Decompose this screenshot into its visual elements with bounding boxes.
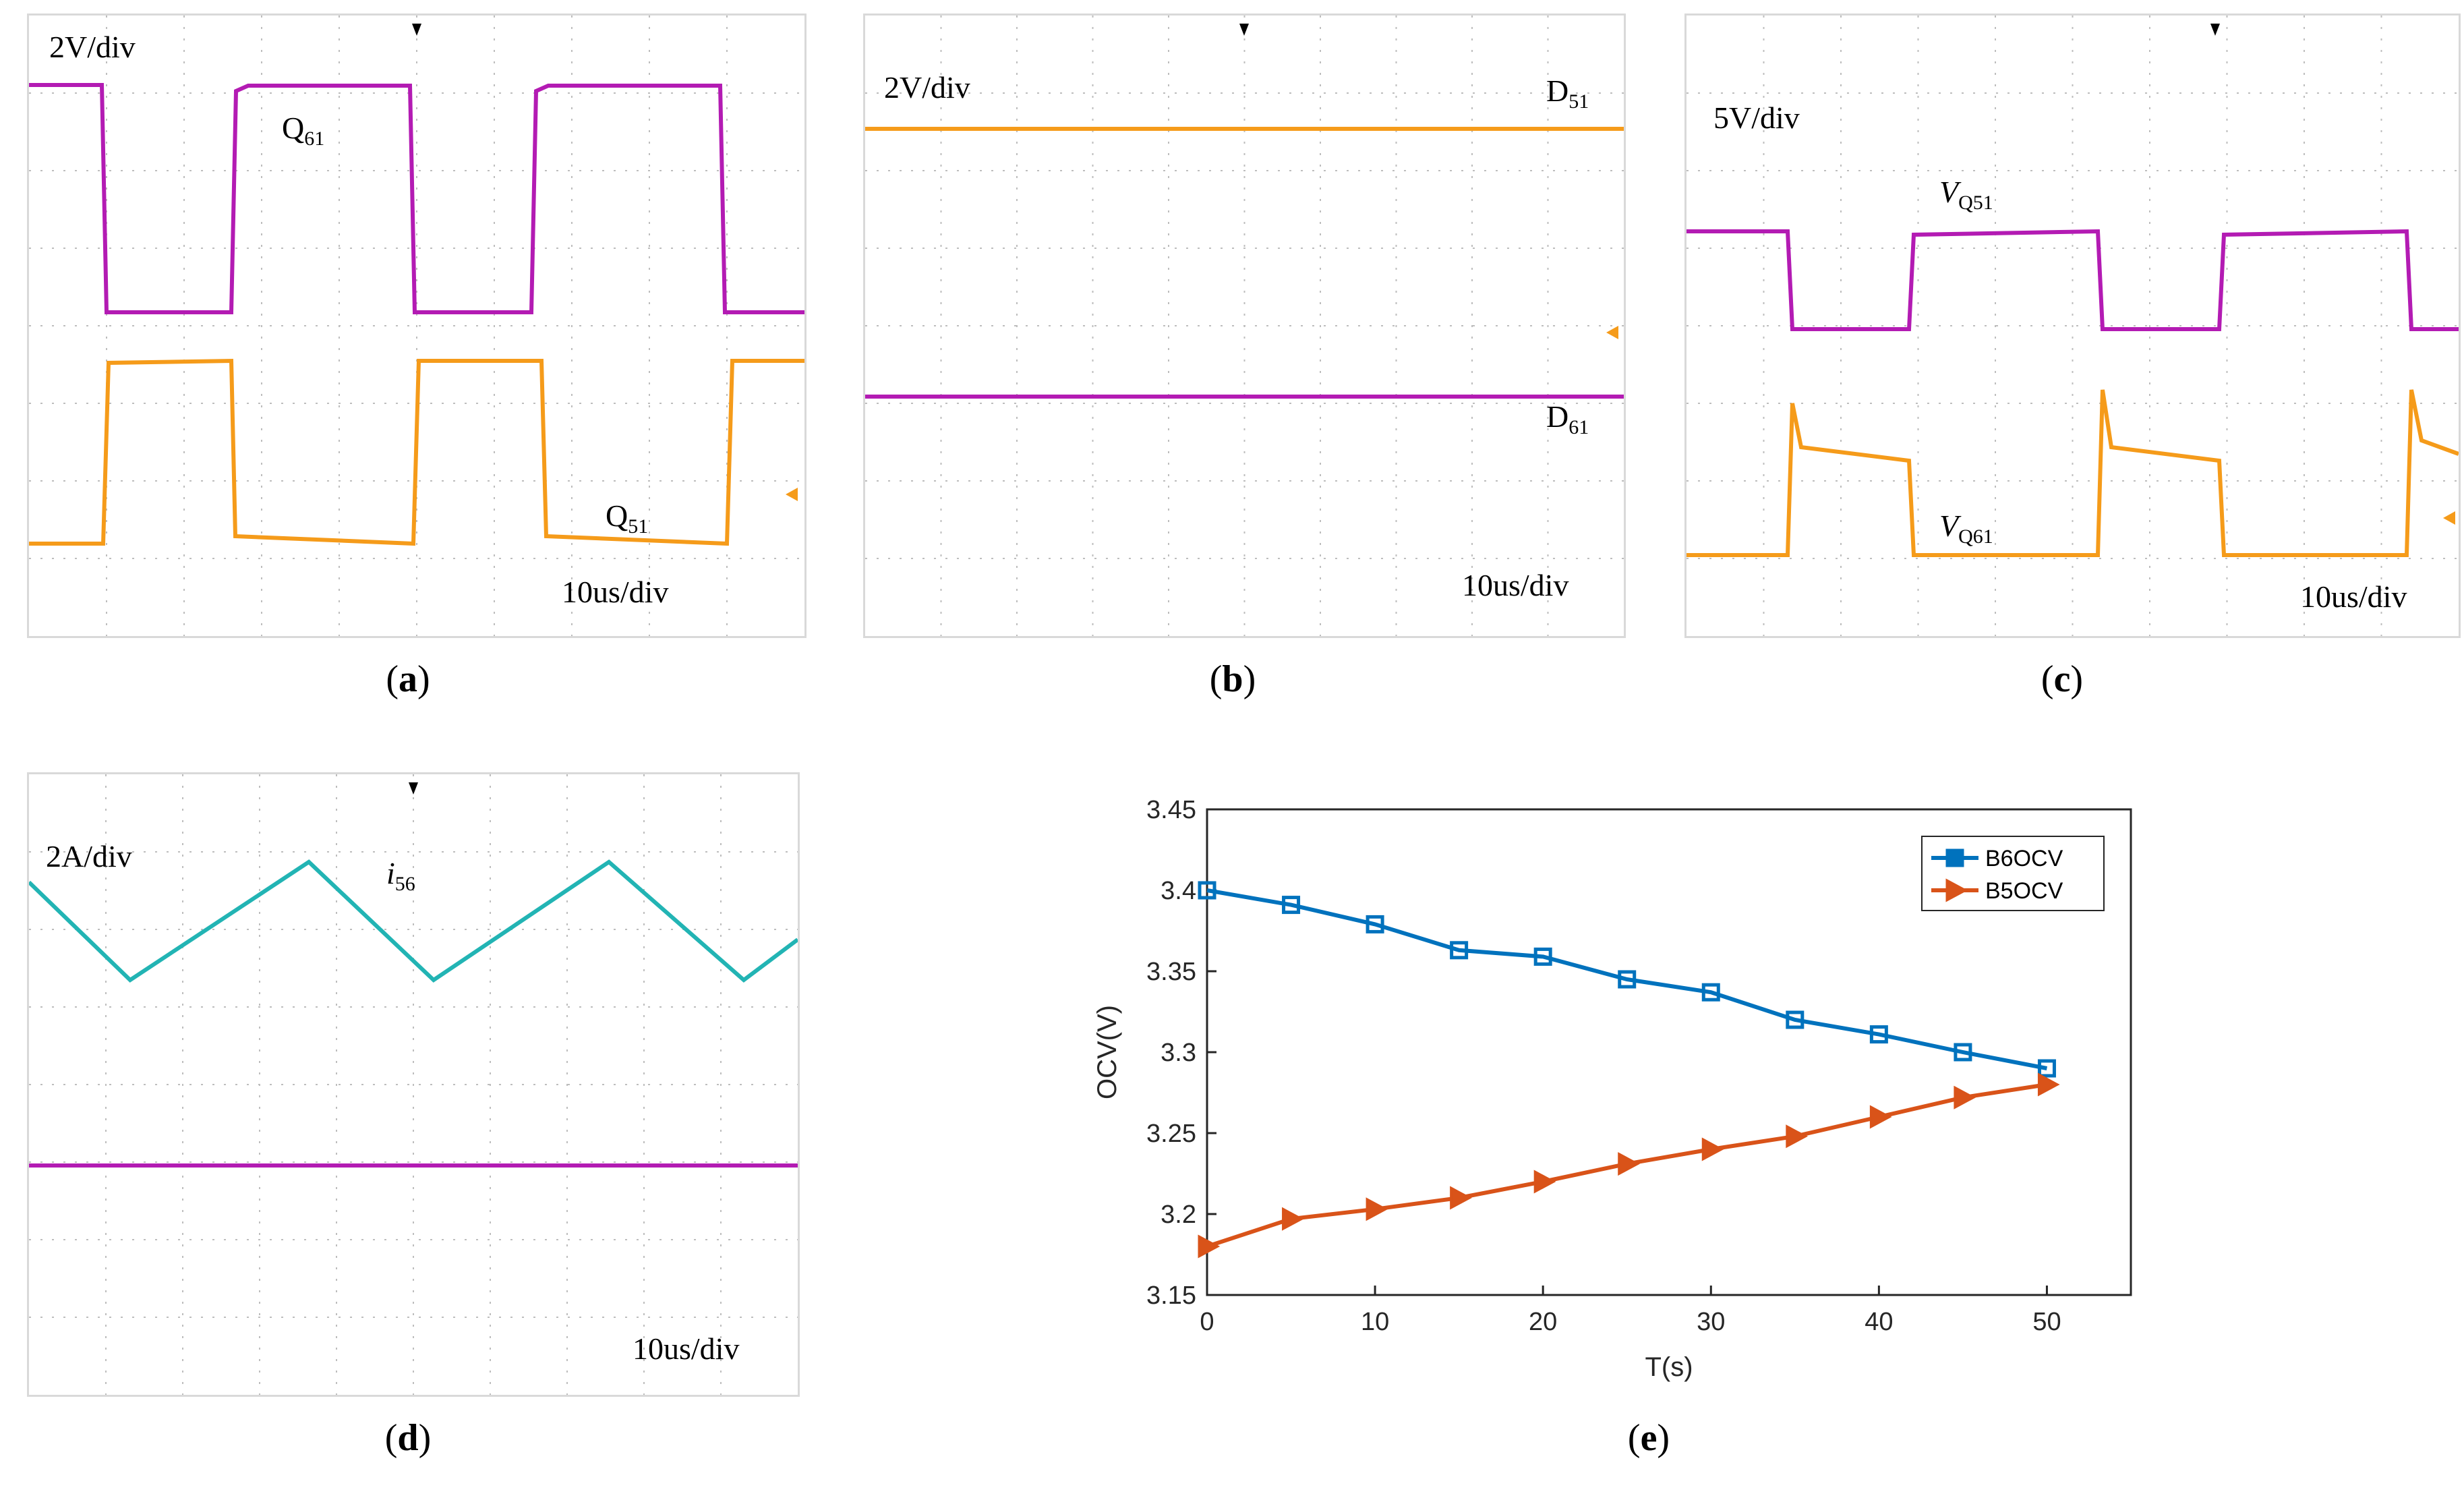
data-point-b5ocv	[1198, 1234, 1221, 1259]
data-point-b6ocv	[1786, 1010, 1805, 1029]
data-point-b5ocv	[1954, 1085, 1976, 1110]
y-tick-label: 3.25	[1146, 1120, 1196, 1148]
data-point-b6ocv	[1701, 983, 1720, 1002]
caption-c: (c)	[2041, 658, 2084, 700]
data-point-b6ocv	[1869, 1025, 1888, 1044]
marker-level-a	[786, 488, 798, 501]
x-tick-label: 20	[1529, 1308, 1557, 1336]
scope-panel-a: 2V/div 10us/div Q61 Q51	[27, 13, 806, 638]
marker-trigger-d	[409, 782, 418, 795]
scope-panel-d: 2A/div 10us/div i56	[27, 772, 800, 1397]
legend-label-b6ocv: B6OCV	[1985, 846, 2063, 871]
trace-label-vq51: VQ51	[1939, 175, 1993, 214]
marker-trigger-b	[1239, 24, 1249, 36]
caption-b: (b)	[1209, 658, 1256, 700]
trace-label-d61: D61	[1546, 399, 1589, 439]
trace-label-q61: Q61	[282, 111, 325, 150]
legend-marker-b5ocv	[1945, 878, 1968, 902]
time-scale-c: 10us/div	[2300, 579, 2407, 614]
amp-scale-d: 2A/div	[46, 839, 132, 873]
ocv-line-chart: 0 10 20 30 40 50 3.15 3.2 3.25 3.3 3.35 3.4 3.45 T(s)…	[1092, 796, 2132, 1382]
volt-scale-c: 5V/div	[1713, 100, 1800, 135]
y-tick-label: 3.45	[1146, 796, 1196, 824]
caption-d: (d)	[384, 1417, 432, 1459]
trace-label-d51: D51	[1546, 74, 1589, 113]
caption-a: (a)	[386, 658, 430, 700]
y-tick-label: 3.2	[1161, 1201, 1196, 1229]
data-point-b6ocv	[1954, 1043, 1972, 1062]
series-line-b6ocv	[1206, 888, 2048, 1070]
data-point-b5ocv	[1282, 1207, 1304, 1231]
y-tick-label: 3.4	[1161, 877, 1196, 905]
x-tick-label: 10	[1361, 1308, 1389, 1336]
x-tick-label: 0	[1200, 1308, 1214, 1336]
x-tick-label: 30	[1697, 1308, 1725, 1336]
data-point-b5ocv	[2037, 1072, 2060, 1097]
trace-label-vq61: VQ61	[1939, 509, 1993, 548]
data-point-b5ocv	[1366, 1197, 1388, 1221]
legend-marker-b6ocv	[1945, 848, 1964, 867]
data-point-b5ocv	[1701, 1137, 1724, 1161]
trace-i56	[29, 859, 798, 983]
data-point-b6ocv	[1450, 941, 1469, 960]
scope-d-grid	[29, 774, 798, 1395]
volt-scale-a: 2V/div	[49, 30, 136, 64]
trace-q51	[29, 358, 804, 546]
time-scale-d: 10us/div	[633, 1331, 740, 1366]
legend-label-b5ocv: B5OCV	[1985, 878, 2063, 904]
scope-panel-c: 5V/div 10us/div VQ51 VQ61	[1684, 13, 2461, 638]
caption-e: (e)	[1627, 1417, 1670, 1459]
data-point-b5ocv	[1450, 1186, 1472, 1210]
marker-level-b	[1606, 326, 1618, 339]
trace-q61	[29, 83, 804, 314]
trace-vq61	[1686, 389, 2459, 557]
y-axis-label: OCV(V)	[1092, 1005, 1122, 1099]
scope-a-grid	[29, 16, 804, 636]
y-tick-label: 3.15	[1146, 1281, 1196, 1310]
volt-scale-b: 2V/div	[884, 70, 970, 105]
data-point-b6ocv	[2037, 1059, 2056, 1078]
scope-panel-b: 2V/div 10us/div D51 D61	[863, 13, 1626, 638]
marker-trigger-c	[2210, 24, 2220, 36]
scope-c-grid	[1686, 16, 2459, 636]
y-tick-label: 3.35	[1146, 958, 1196, 986]
marker-level-c	[2443, 511, 2455, 525]
x-axis-label: T(s)	[1645, 1352, 1693, 1382]
x-tick-label: 50	[2032, 1308, 2061, 1336]
x-tick-label: 40	[1865, 1308, 1893, 1336]
trace-label-q51: Q51	[606, 498, 649, 538]
time-scale-a: 10us/div	[562, 575, 669, 609]
marker-trigger-a	[412, 24, 421, 36]
trace-label-i56: i56	[386, 856, 415, 896]
data-point-b6ocv	[1198, 881, 1216, 900]
data-point-b6ocv	[1533, 947, 1552, 966]
data-point-b6ocv	[1618, 970, 1637, 989]
data-point-b5ocv	[1869, 1105, 1892, 1129]
data-point-b5ocv	[1533, 1170, 1556, 1194]
y-tick-label: 3.3	[1161, 1039, 1196, 1067]
time-scale-b: 10us/div	[1462, 568, 1569, 602]
trace-vq51	[1686, 229, 2459, 331]
data-point-b6ocv	[1282, 896, 1301, 915]
data-point-b5ocv	[1786, 1124, 1808, 1149]
scope-b-grid	[865, 16, 1624, 636]
data-point-b5ocv	[1618, 1152, 1640, 1176]
data-point-b6ocv	[1366, 915, 1384, 933]
